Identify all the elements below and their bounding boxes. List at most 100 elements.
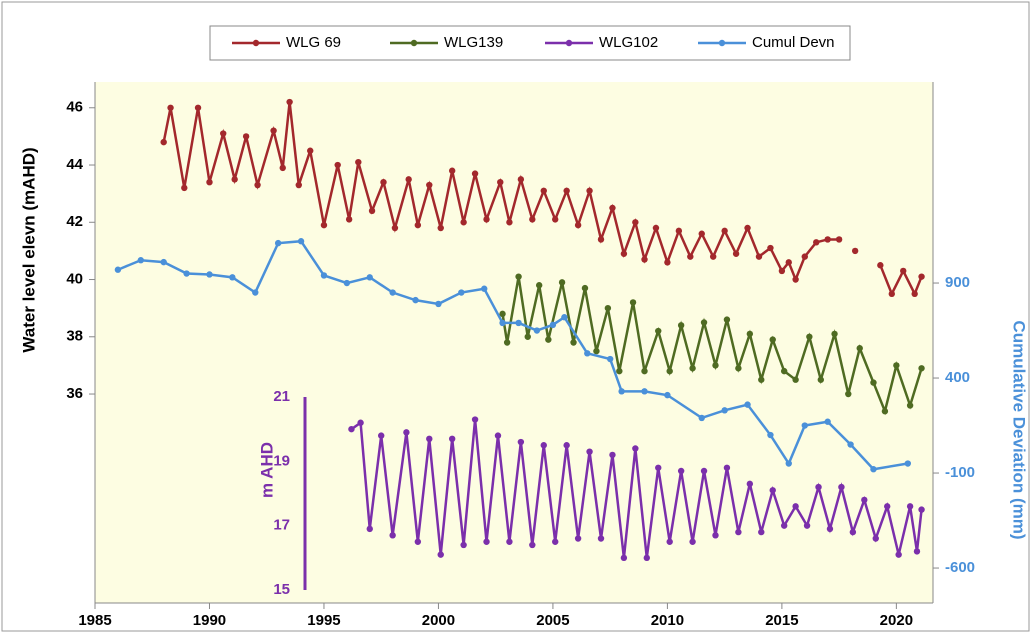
series-marker xyxy=(561,314,568,321)
series-marker xyxy=(540,442,547,449)
series-marker xyxy=(767,244,774,252)
series-marker xyxy=(689,538,696,545)
series-marker xyxy=(515,273,522,280)
series-marker xyxy=(606,355,614,363)
series-marker xyxy=(206,271,213,278)
series-marker xyxy=(851,247,859,255)
series-marker xyxy=(831,330,838,338)
series-marker xyxy=(252,289,259,296)
series-marker xyxy=(558,279,566,286)
series-marker xyxy=(700,319,708,326)
series-marker xyxy=(254,181,261,189)
series-marker xyxy=(506,538,513,545)
series-marker xyxy=(785,460,792,467)
series-marker xyxy=(620,554,628,562)
series-marker xyxy=(597,236,605,243)
series-marker xyxy=(563,187,570,194)
series-marker xyxy=(780,367,788,375)
series-marker xyxy=(900,267,907,275)
series-marker xyxy=(872,535,879,542)
series-marker xyxy=(389,289,396,296)
series-marker xyxy=(448,167,456,174)
series-marker xyxy=(913,548,921,555)
series-marker xyxy=(881,408,889,415)
series-marker xyxy=(641,388,648,395)
series-marker xyxy=(813,239,820,246)
legend-marker xyxy=(252,39,260,47)
y-tick-label: 46 xyxy=(66,99,83,116)
series-marker xyxy=(437,224,444,232)
series-marker xyxy=(366,525,373,533)
series-marker xyxy=(721,227,728,235)
series-marker xyxy=(378,432,385,439)
y-tick-label: 42 xyxy=(66,213,83,230)
series-marker xyxy=(824,236,831,243)
series-marker xyxy=(380,178,387,186)
series-marker xyxy=(806,333,813,340)
series-marker xyxy=(746,480,754,488)
series-marker xyxy=(458,289,465,296)
series-marker xyxy=(426,435,433,443)
series-marker xyxy=(870,466,877,473)
series-marker xyxy=(675,227,683,235)
series-marker xyxy=(778,267,786,275)
series-marker xyxy=(893,362,900,369)
y-tick-label: 44 xyxy=(66,156,83,173)
x-tick-label: 1995 xyxy=(307,612,340,629)
series-marker xyxy=(320,221,328,229)
series-marker xyxy=(295,181,302,189)
series-marker xyxy=(723,316,731,323)
series-marker xyxy=(437,551,444,558)
series-marker xyxy=(767,431,774,439)
series-marker xyxy=(698,230,705,237)
series-marker xyxy=(744,224,751,232)
series-marker xyxy=(515,319,522,327)
series-marker xyxy=(677,322,685,329)
x-tick-label: 2015 xyxy=(765,612,798,629)
series-marker xyxy=(824,418,831,425)
series-marker xyxy=(503,339,511,346)
series-marker xyxy=(835,236,843,243)
series-marker xyxy=(870,379,877,386)
series-marker xyxy=(279,164,286,172)
series-marker xyxy=(849,528,857,536)
series-marker xyxy=(817,376,825,383)
y3-tick-label: 15 xyxy=(273,581,290,598)
series-marker xyxy=(618,388,625,395)
series-marker xyxy=(229,274,236,281)
series-marker xyxy=(815,483,822,491)
series-marker xyxy=(712,532,719,539)
series-marker xyxy=(357,419,364,426)
series-marker xyxy=(586,187,593,194)
series-marker xyxy=(499,310,506,318)
series-marker xyxy=(414,221,422,229)
series-marker xyxy=(403,429,410,436)
series-marker xyxy=(918,365,925,372)
series-marker xyxy=(274,239,282,247)
series-marker xyxy=(471,416,479,423)
series-marker xyxy=(552,538,559,545)
series-marker xyxy=(655,327,662,335)
series-marker xyxy=(906,402,914,409)
y-tick-label: 40 xyxy=(66,270,83,287)
series-marker xyxy=(652,224,660,232)
series-marker xyxy=(529,216,536,223)
series-marker xyxy=(348,425,355,433)
series-marker xyxy=(746,330,754,338)
legend-label: WLG139 xyxy=(444,34,503,51)
series-marker xyxy=(391,224,399,232)
series-marker xyxy=(847,441,854,448)
series-marker xyxy=(297,238,305,245)
series-marker xyxy=(735,528,742,536)
series-marker xyxy=(584,350,591,357)
series-marker xyxy=(471,170,479,177)
series-marker xyxy=(629,299,637,306)
series-marker xyxy=(677,467,685,475)
series-marker xyxy=(780,522,788,529)
series-marker xyxy=(345,216,353,223)
series-marker xyxy=(609,451,616,459)
series-marker xyxy=(666,367,673,375)
series-marker xyxy=(320,272,328,279)
series-marker xyxy=(220,130,227,137)
